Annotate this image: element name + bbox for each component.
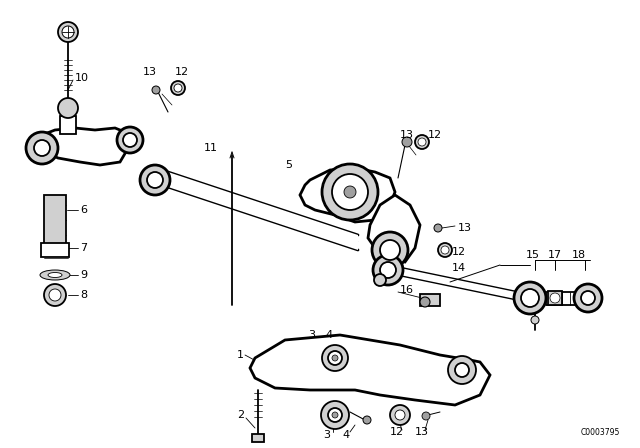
Circle shape (531, 316, 539, 324)
Polygon shape (300, 168, 395, 222)
Circle shape (380, 262, 396, 278)
Circle shape (322, 345, 348, 371)
Circle shape (117, 127, 143, 153)
Circle shape (332, 174, 368, 210)
Text: 12: 12 (428, 130, 442, 140)
Circle shape (58, 98, 78, 118)
Circle shape (380, 240, 400, 260)
Polygon shape (250, 335, 490, 405)
Text: 1: 1 (237, 350, 244, 360)
Text: 13: 13 (143, 67, 157, 77)
Text: 4: 4 (342, 430, 349, 440)
Circle shape (123, 133, 137, 147)
Circle shape (174, 84, 182, 92)
Circle shape (328, 351, 342, 365)
Text: 2: 2 (237, 410, 244, 420)
Circle shape (26, 132, 58, 164)
Circle shape (390, 405, 410, 425)
Circle shape (332, 412, 338, 418)
Bar (548, 291, 562, 305)
Circle shape (521, 289, 539, 307)
Circle shape (372, 232, 408, 268)
Text: 7: 7 (80, 243, 87, 253)
Circle shape (402, 137, 412, 147)
Text: 4: 4 (325, 330, 332, 340)
Text: 8: 8 (80, 290, 87, 300)
Circle shape (438, 243, 452, 257)
Bar (41, 243, 69, 257)
Circle shape (49, 289, 61, 301)
Text: 14: 14 (452, 263, 466, 273)
Text: 11: 11 (204, 143, 218, 153)
Text: 5: 5 (285, 160, 292, 170)
Circle shape (328, 408, 342, 422)
Text: 16: 16 (400, 285, 414, 295)
Circle shape (514, 282, 546, 314)
Polygon shape (400, 268, 530, 302)
Circle shape (44, 284, 66, 306)
Circle shape (147, 172, 163, 188)
Bar (252, 434, 264, 442)
Circle shape (322, 164, 378, 220)
Circle shape (422, 412, 430, 420)
Text: 10: 10 (75, 73, 89, 83)
Ellipse shape (40, 270, 70, 280)
Text: 13: 13 (458, 223, 472, 233)
Text: 3: 3 (323, 430, 330, 440)
Bar (420, 294, 440, 306)
Circle shape (321, 401, 349, 429)
Circle shape (344, 186, 356, 198)
Circle shape (62, 26, 74, 38)
Circle shape (363, 416, 371, 424)
Circle shape (171, 81, 185, 95)
Circle shape (373, 255, 403, 285)
Circle shape (58, 22, 78, 42)
Polygon shape (42, 128, 130, 165)
Polygon shape (368, 195, 420, 262)
Circle shape (550, 293, 560, 303)
Ellipse shape (48, 272, 62, 277)
Circle shape (374, 274, 386, 286)
Text: 12: 12 (175, 67, 189, 77)
Text: C0003795: C0003795 (580, 427, 620, 436)
Circle shape (332, 355, 338, 361)
Circle shape (152, 86, 160, 94)
Circle shape (434, 224, 442, 232)
Circle shape (441, 246, 449, 254)
Circle shape (581, 291, 595, 305)
Circle shape (418, 138, 426, 146)
Polygon shape (162, 170, 358, 250)
Bar (60, 116, 76, 134)
Circle shape (455, 363, 469, 377)
Text: 6: 6 (80, 205, 87, 215)
Circle shape (34, 140, 50, 156)
Circle shape (395, 410, 405, 420)
Circle shape (574, 284, 602, 312)
Text: 17: 17 (548, 250, 562, 260)
Circle shape (140, 165, 170, 195)
Circle shape (448, 356, 476, 384)
Circle shape (420, 297, 430, 307)
Text: 15: 15 (526, 250, 540, 260)
Text: 12: 12 (390, 427, 404, 437)
Text: 3: 3 (308, 330, 315, 340)
Text: 9: 9 (80, 270, 87, 280)
Circle shape (415, 135, 429, 149)
Text: 13: 13 (415, 427, 429, 437)
Text: 12: 12 (452, 247, 466, 257)
Bar (44, 195, 66, 245)
Text: 13: 13 (400, 130, 414, 140)
Text: 18: 18 (572, 250, 586, 260)
